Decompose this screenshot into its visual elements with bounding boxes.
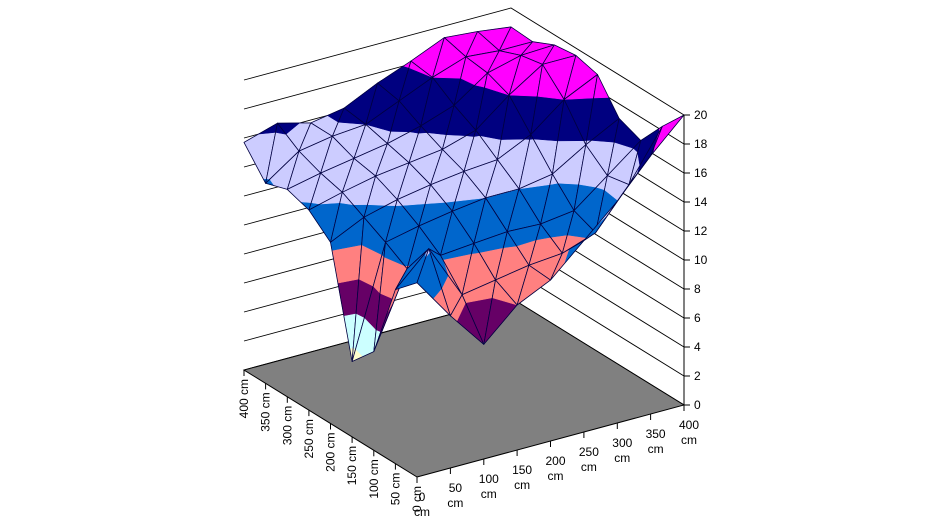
x-axis-tick-unit: cm: [681, 433, 697, 447]
x-axis-tick-label: 150: [512, 463, 532, 477]
z-axis: 0 2 4 6 8 10 12 14 16 18 20: [683, 108, 708, 412]
z-axis-tick-label: 20: [694, 108, 708, 122]
x-axis-tick-unit: cm: [414, 505, 430, 519]
z-axis-tick-label: 18: [694, 137, 708, 151]
x-axis-tick-unit: cm: [514, 478, 530, 492]
x-axis-tick-label: 400: [679, 418, 699, 432]
x-axis-tick-unit: cm: [581, 460, 597, 474]
y-axis-tick-label: 400 cm: [237, 379, 251, 418]
x-axis-tick-unit: cm: [548, 469, 564, 483]
z-axis-tick-label: 8: [694, 282, 701, 296]
y-axis-tick-label: 250 cm: [302, 419, 316, 458]
x-axis-tick-unit: cm: [447, 496, 463, 510]
z-axis-tick-label: 2: [694, 369, 701, 383]
y-axis-tick-label: 50 cm: [388, 473, 402, 506]
y-axis-tick-label: 100 cm: [367, 459, 381, 498]
x-axis-tick-label: 50: [449, 481, 463, 495]
x-axis: 0cm50cm100cm150cm200cm250cm300cm350cm400…: [414, 405, 699, 519]
x-axis-tick-unit: cm: [481, 487, 497, 501]
x-axis-tick-label: 350: [646, 427, 666, 441]
z-axis-tick-label: 10: [694, 253, 708, 267]
z-axis-tick-label: 0: [694, 398, 701, 412]
z-axis-tick-label: 12: [694, 224, 708, 238]
x-axis-tick-label: 250: [579, 445, 599, 459]
y-axis-tick-label: 350 cm: [259, 392, 273, 431]
y-axis-tick-label: 300 cm: [280, 406, 294, 445]
x-axis-tick-label: 300: [612, 436, 632, 450]
x-axis-tick-label: 200: [545, 454, 565, 468]
x-axis-tick-unit: cm: [648, 442, 664, 456]
y-axis-tick-label: 150 cm: [345, 446, 359, 485]
y-axis-tick-label: 0 cm: [410, 486, 424, 512]
x-axis-tick-label: 0: [419, 490, 426, 504]
z-axis-tick-label: 6: [694, 311, 701, 325]
x-axis-tick-unit: cm: [614, 451, 630, 465]
surface-mesh: [243, 26, 685, 362]
z-axis-tick-label: 16: [694, 166, 708, 180]
y-axis-tick-label: 200 cm: [324, 433, 338, 472]
y-axis: 0 cm 50 cm 100 cm 150 cm 200 cm 250 cm 300 cm 3…: [237, 370, 424, 512]
z-axis-tick-label: 14: [694, 195, 708, 209]
x-axis-tick-label: 100: [479, 472, 499, 486]
z-axis-tick-label: 4: [694, 340, 701, 354]
